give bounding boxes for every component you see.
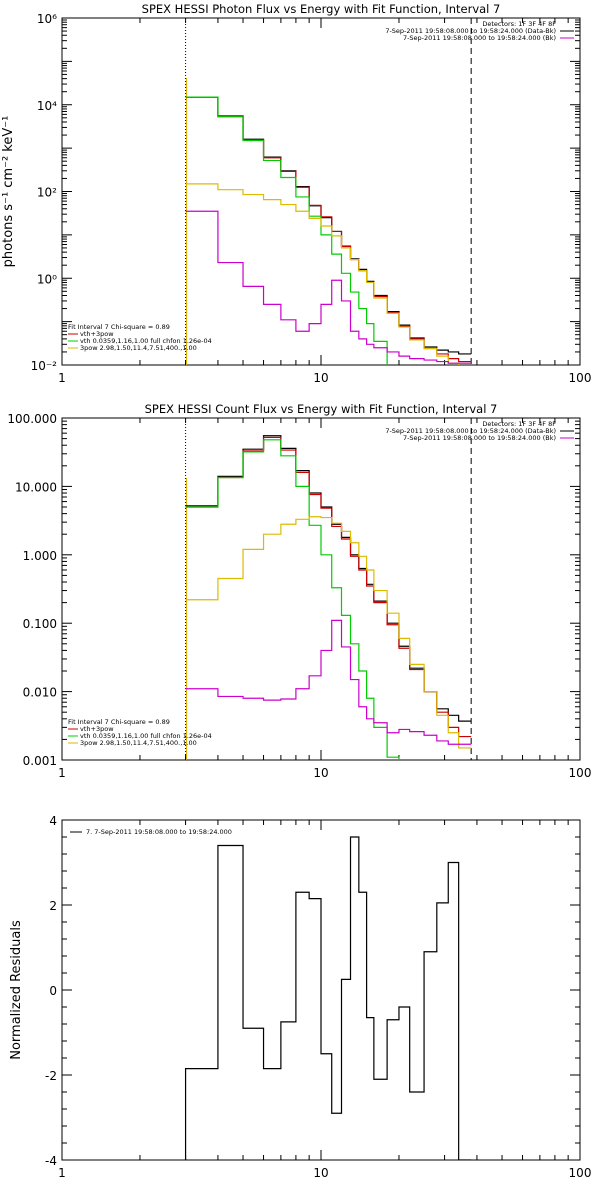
x-tick-label: 1: [58, 1166, 66, 1180]
y-tick-label: 10⁻²: [31, 359, 58, 373]
y-tick-label: 0.100: [23, 617, 57, 631]
y-tick-label: 0: [49, 984, 57, 998]
fit-legend-line: Fit Interval 7 Chi-square = 0.89: [68, 718, 170, 726]
fit-legend-line: vth+3pow: [80, 330, 114, 338]
y-tick-label: 10.000: [15, 480, 57, 494]
info-line: Detectors: 1F 3F 4F 8F: [482, 420, 556, 428]
y-tick-label: 2: [49, 899, 57, 913]
y-tick-label: 0.001: [23, 754, 57, 768]
series-bk: [185, 210, 472, 364]
info-line: 7-Sep-2011 19:58:08.000 to 19:58:24.000 …: [385, 427, 556, 435]
fit-legend-line: vth+3pow: [80, 725, 114, 733]
x-tick-label: 10: [313, 371, 328, 385]
x-tick-label: 1: [58, 371, 66, 385]
y-axis-label: Normalized Residuals: [9, 920, 24, 1060]
series-3pow: [185, 516, 472, 749]
y-tick-label: 1.000: [23, 549, 57, 563]
x-tick-label: 100: [569, 766, 592, 780]
series-bk: [185, 619, 472, 745]
series-7: [184, 836, 472, 1160]
y-tick-label: -4: [45, 1154, 57, 1168]
info-line: Detectors: 1F 3F 4F 8F: [482, 20, 556, 28]
y-tick-label: 100.000: [7, 412, 57, 426]
series-3pow: [185, 183, 460, 365]
chart-title: SPEX HESSI Photon Flux vs Energy with Fi…: [142, 2, 501, 16]
fit-legend-line: vth 0.0359,1.16,1.00 full chfon 1.26e-04: [80, 732, 212, 740]
y-tick-label: -2: [45, 1069, 57, 1083]
fit-legend-line: Fit Interval 7 Chi-square = 0.89: [68, 323, 170, 331]
series-vth: [185, 439, 400, 760]
plot-frame: [61, 417, 581, 761]
y-tick-label: 10²: [37, 186, 57, 200]
info-line: 7-Sep-2011 19:58:08.000 to 19:58:24.000 …: [403, 34, 556, 42]
chart-title: SPEX HESSI Count Flux vs Energy with Fit…: [145, 402, 498, 416]
residual-legend-text: 7. 7-Sep-2011 19:58:08.000 to 19:58:24.0…: [86, 828, 232, 836]
fit-legend-line: 3pow 2.98,1.50,11.4,7.51,400.,1.00: [80, 344, 197, 352]
x-tick-label: 1: [58, 766, 66, 780]
series-data-bk: [185, 96, 472, 355]
chart-panel-1: SPEX HESSI Photon Flux vs Energy with Fi…: [1, 2, 592, 385]
x-tick-label: 10: [313, 766, 328, 780]
series-vth-3pow: [185, 96, 472, 363]
fit-legend-line: 3pow 2.98,1.50,11.4,7.51,400.,1.00: [80, 739, 197, 747]
info-line: 7-Sep-2011 19:58:08.000 to 19:58:24.000 …: [385, 27, 556, 35]
x-tick-label: 100: [569, 371, 592, 385]
y-axis-label: photons s⁻¹ cm⁻² keV⁻¹: [1, 116, 16, 268]
y-tick-label: 4: [49, 814, 57, 828]
chart-panel-2: SPEX HESSI Count Flux vs Energy with Fit…: [7, 402, 592, 780]
y-tick-label: 10⁶: [37, 12, 57, 26]
series-vth: [185, 96, 388, 365]
x-tick-label: 100: [569, 1166, 592, 1180]
info-line: 7-Sep-2011 19:58:08.000 to 19:58:24.000 …: [403, 434, 556, 442]
y-tick-label: 0.010: [23, 686, 57, 700]
chart-panel-3: 1 10 100 -4 -2 0 2 4 Normalized Residuals 7. 7-Se…: [9, 814, 591, 1180]
y-tick-label: 10⁴: [37, 99, 57, 113]
x-tick-label: 10: [313, 1166, 328, 1180]
y-tick-label: 10⁰: [37, 272, 57, 286]
fit-legend-line: vth 0.0359,1.16,1.00 full chfon 1.26e-04: [80, 337, 212, 345]
